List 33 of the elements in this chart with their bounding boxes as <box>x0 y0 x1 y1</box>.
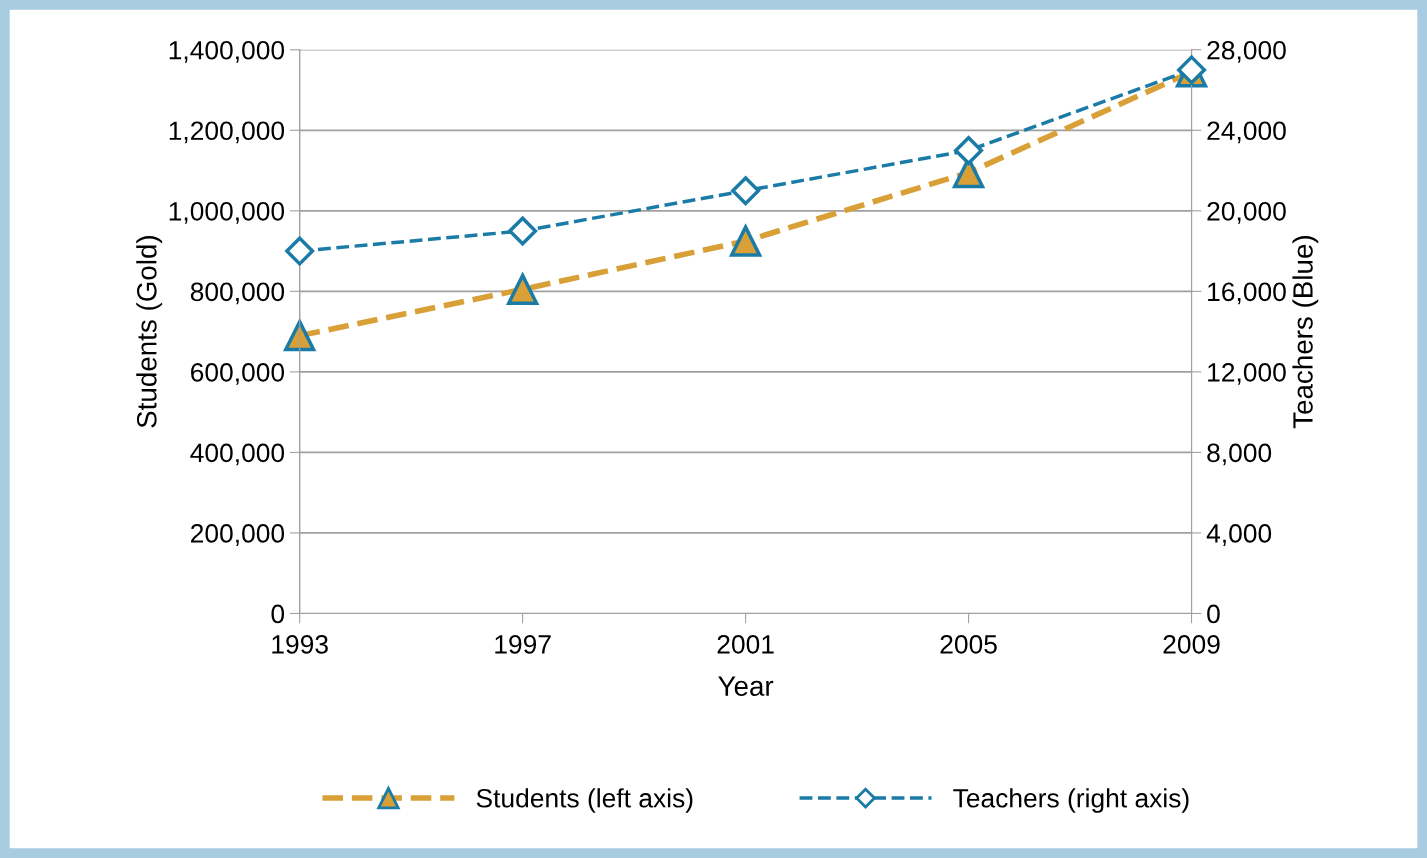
y-tick-label: 1,200,000 <box>169 121 285 144</box>
y-tick-label: 400,000 <box>190 443 285 466</box>
x-tick-label: 2009 <box>1163 635 1220 654</box>
x-tick-label: 2001 <box>717 635 774 654</box>
y-tick-label: 600,000 <box>191 363 285 385</box>
point <box>508 216 538 246</box>
legend-label: Students (left axis) <box>476 788 693 813</box>
y-axis-title: Students (Gold) <box>136 236 163 428</box>
y2-tick-label: 28,000 <box>1207 40 1286 63</box>
legend-label: Teachers (right axis) <box>953 788 1189 813</box>
y2-tick-label: 0 <box>1207 604 1220 624</box>
y2-tick-label: 24,000 <box>1207 121 1286 144</box>
point <box>284 320 316 352</box>
point <box>731 176 761 206</box>
point <box>506 271 540 305</box>
x-tick-label: 2005 <box>940 635 997 654</box>
y2-tick-label: 4,000 <box>1206 524 1272 546</box>
x-tick-label: 1993 <box>272 635 328 654</box>
x-axis-title: Year <box>718 676 774 696</box>
x-tick-label: 1997 <box>495 635 551 654</box>
y-tick-label: 0 <box>271 604 285 624</box>
point <box>729 225 762 257</box>
y2-axis-title: Teachers (Blue) <box>1292 236 1319 429</box>
y2-tick-label: 12,000 <box>1208 363 1286 385</box>
point <box>954 135 984 165</box>
y-tick-label: 1,000,000 <box>169 201 285 224</box>
y2-tick-label: 8,000 <box>1207 443 1272 466</box>
y-tick-label: 800,000 <box>190 282 285 305</box>
y2-tick-label: 20,000 <box>1207 201 1286 224</box>
point <box>285 236 315 266</box>
y2-tick-label: 16,000 <box>1208 282 1286 305</box>
y-tick-label: 1,400,000 <box>169 40 285 63</box>
y-tick-label: 200,000 <box>191 524 285 546</box>
